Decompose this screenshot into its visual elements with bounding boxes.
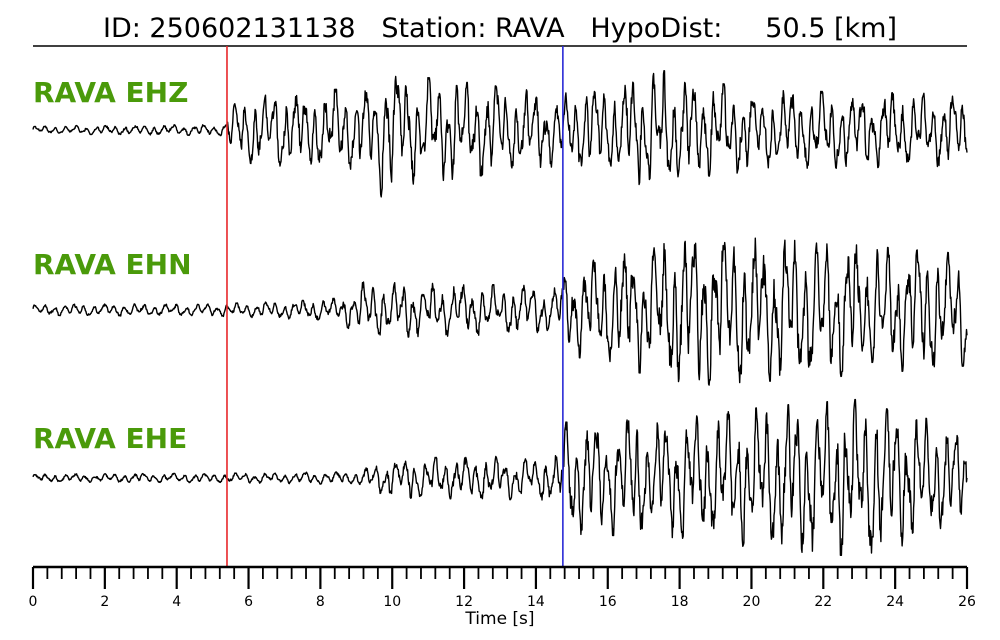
channel-label-rava-ehn: RAVA EHN	[33, 248, 192, 281]
tick-label: 8	[316, 594, 325, 610]
tick-label: 20	[743, 594, 761, 610]
tick-label: 14	[527, 594, 545, 610]
trace-rava-ehz	[32, 69, 968, 198]
tick-label: 24	[886, 594, 904, 610]
station-name: Station: RAVA	[381, 13, 565, 44]
event-id: ID: 250602131138	[103, 13, 356, 44]
trace-group	[32, 69, 968, 556]
hypocentral-distance: HypoDist: 50.5 [km]	[590, 13, 897, 44]
tick-label: 26	[958, 594, 976, 610]
tick-label: 4	[172, 594, 181, 610]
channel-labels: RAVA EHZ RAVA EHN RAVA EHE	[33, 76, 192, 455]
phase-picks	[226, 46, 564, 567]
trace-rava-ehn	[32, 237, 968, 386]
tick-label: 0	[29, 594, 38, 610]
figure-title: ID: 250602131138 Station: RAVA HypoDist:…	[103, 13, 897, 44]
tick-label: 18	[671, 594, 689, 610]
tick-label: 10	[383, 594, 401, 610]
x-axis-label: Time [s]	[464, 609, 534, 629]
trace-rava-ehe	[32, 398, 968, 556]
channel-label-rava-ehe: RAVA EHE	[33, 422, 187, 455]
time-axis: 0 2 4 6 8 10 12 14 16 18 20 22 24 26	[29, 565, 976, 610]
tick-label: 2	[100, 594, 109, 610]
channel-label-rava-ehz: RAVA EHZ	[33, 76, 188, 109]
tick-label: 6	[244, 594, 253, 610]
tick-label: 16	[599, 594, 617, 610]
tick-label: 22	[814, 594, 832, 610]
tick-label: 12	[455, 594, 473, 610]
